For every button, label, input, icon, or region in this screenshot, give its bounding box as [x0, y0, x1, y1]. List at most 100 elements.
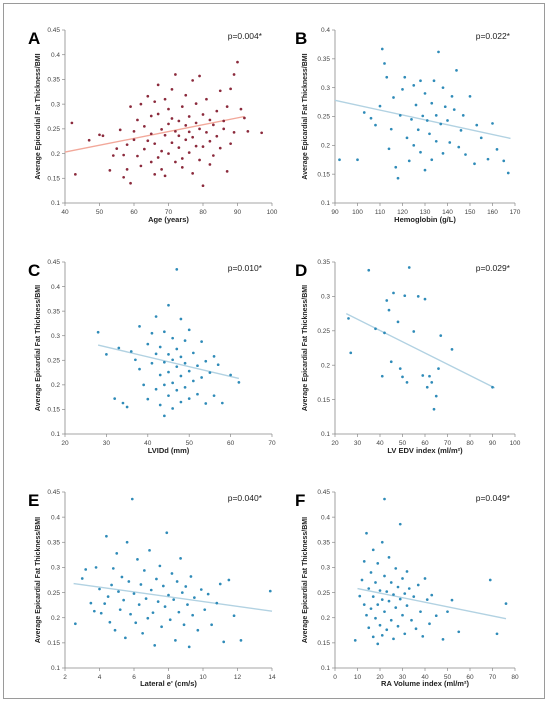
- panel-a-data-point: [163, 97, 167, 101]
- panel-a-data-point: [201, 113, 205, 116]
- panel-b-data-point: [452, 108, 456, 111]
- panel-e-data-point: [106, 595, 110, 598]
- panel-b-x-tick-label: 140: [442, 209, 453, 216]
- panel-a-data-point: [177, 146, 181, 149]
- panel-e-data-point: [239, 638, 243, 642]
- panel-b-data-point: [502, 159, 506, 163]
- panel-c-letter: C: [28, 261, 40, 280]
- panel-b-y-tick-label: 0.2: [321, 143, 330, 150]
- panel-b-data-point: [385, 75, 389, 79]
- panel-a-data-point: [118, 128, 122, 132]
- panel-d-data-point: [396, 320, 400, 324]
- panel-f-data-point: [416, 583, 420, 587]
- panel-d-data-point: [387, 308, 391, 312]
- panel-a-data-point: [160, 149, 163, 153]
- panel-e-data-point: [206, 592, 210, 596]
- panel-c-y-tick-label: 0.15: [47, 407, 60, 414]
- panel-b: B 0.1 0.15 0.2 0.25 0.3 0.35 0.4 90 100 110 120 130 1…: [295, 27, 521, 224]
- panel-b-data-point: [459, 128, 463, 132]
- panel-f-data-point: [389, 581, 393, 584]
- panel-b-p-value: p=0.022*: [476, 31, 511, 41]
- panel-e-data-point: [170, 572, 174, 575]
- panel-e-data-point: [215, 601, 219, 605]
- panel-e-data-point: [120, 575, 124, 579]
- panel-e-data-point: [139, 583, 143, 586]
- panel-f-data-point: [378, 589, 382, 592]
- panel-c-data-point: [204, 359, 208, 363]
- panel-f-data-point: [434, 614, 438, 618]
- panel-f-data-point: [398, 522, 402, 526]
- panel-b-x-tick-label: 170: [510, 209, 521, 216]
- panel-e-data-point: [137, 603, 141, 606]
- panel-a-data-point: [232, 73, 236, 76]
- panel-d-data-point: [392, 291, 395, 295]
- panel-c-data-point: [129, 350, 133, 353]
- panel-e-data-point: [177, 610, 181, 614]
- panel-d-y-tick-label: 0.1: [321, 431, 330, 438]
- panel-a-data-point: [215, 109, 219, 113]
- panel-e-data-point: [127, 580, 131, 583]
- panel-f-data-point: [369, 607, 373, 611]
- panel-e-data-point: [184, 585, 188, 588]
- panel-c-data-point: [150, 361, 154, 365]
- panel-a-data-point: [125, 168, 129, 171]
- panel-b-data-point: [495, 148, 499, 151]
- figure-frame: [3, 3, 545, 699]
- panel-b-x-tick-label: 130: [420, 209, 431, 216]
- panel-a-y-tick-label: 0.4: [51, 52, 60, 59]
- panel-d-data-point: [434, 394, 438, 398]
- panel-e-data-point: [163, 605, 167, 609]
- panel-a-data-point: [180, 157, 184, 160]
- panel-b-data-point: [419, 79, 422, 83]
- panel-f-x-tick-label: 40: [421, 674, 429, 681]
- panel-a-data-point: [174, 160, 177, 164]
- panel-b-data-point: [410, 118, 413, 121]
- panel-f-x-tick-label: 50: [444, 674, 452, 681]
- panel-b-x-tick-label: 160: [487, 209, 498, 216]
- panel-f-data-point: [362, 603, 366, 606]
- panel-b-data-point: [475, 123, 479, 127]
- panel-e-data-point: [89, 601, 93, 605]
- panel-e-data-point: [92, 609, 96, 613]
- panel-b-data-point: [389, 127, 393, 131]
- panel-e-x-tick-label: 8: [167, 674, 171, 681]
- panel-f-data-point: [392, 593, 395, 596]
- panel-d-data-point: [425, 385, 429, 389]
- panel-c-x-tick-label: 40: [144, 440, 152, 447]
- panel-f-data-point: [383, 574, 386, 578]
- panel-e-x-tick-label: 12: [234, 674, 242, 681]
- panel-c-data-point: [96, 330, 100, 334]
- panel-d-data-point: [380, 374, 384, 378]
- panel-e-data-point: [210, 623, 213, 627]
- panel-b-data-point: [430, 158, 434, 162]
- panel-a-data-point: [205, 130, 208, 134]
- panel-e-y-tick-label: 0.4: [51, 514, 60, 521]
- panel-d-data-point: [385, 299, 389, 302]
- panel-f-data-point: [401, 577, 404, 580]
- panel-a-data-point: [156, 83, 160, 87]
- panel-f-x-tick-label: 60: [466, 674, 474, 681]
- panel-f-x-tick-label: 80: [511, 674, 519, 681]
- panel-b-data-point: [412, 84, 416, 87]
- panel-b-data-point: [455, 69, 458, 72]
- panel-c-data-point: [191, 379, 195, 383]
- panel-b-y-axis-label: Average Epicardial Fat Thickness/BMI: [302, 53, 309, 179]
- panel-e-data-point: [161, 584, 165, 588]
- panel-e-data-point: [167, 593, 170, 597]
- panel-c-data-point: [200, 340, 203, 343]
- panel-c-data-point: [208, 371, 212, 374]
- panel-f-x-tick-label: 20: [376, 674, 384, 681]
- panel-c-data-point: [163, 383, 166, 387]
- panel-e-data-point: [103, 602, 107, 605]
- panel-a-data-point: [229, 87, 232, 91]
- panel-f-data-point: [401, 613, 404, 617]
- panel-d-data-point: [491, 385, 494, 389]
- panel-a-data-point: [208, 163, 212, 166]
- panel-e-data-point: [129, 612, 132, 616]
- panel-d-trend-line: [345, 312, 496, 389]
- panel-f-x-tick-label: 10: [354, 674, 362, 681]
- panel-b-x-tick-label: 110: [375, 209, 386, 216]
- panel-d-y-tick-label: 0.25: [317, 328, 330, 335]
- panel-c-data-point: [158, 403, 162, 407]
- panel-b-data-point: [434, 139, 438, 143]
